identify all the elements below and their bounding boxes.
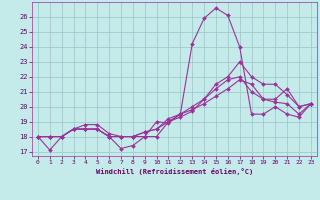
X-axis label: Windchill (Refroidissement éolien,°C): Windchill (Refroidissement éolien,°C) <box>96 168 253 175</box>
